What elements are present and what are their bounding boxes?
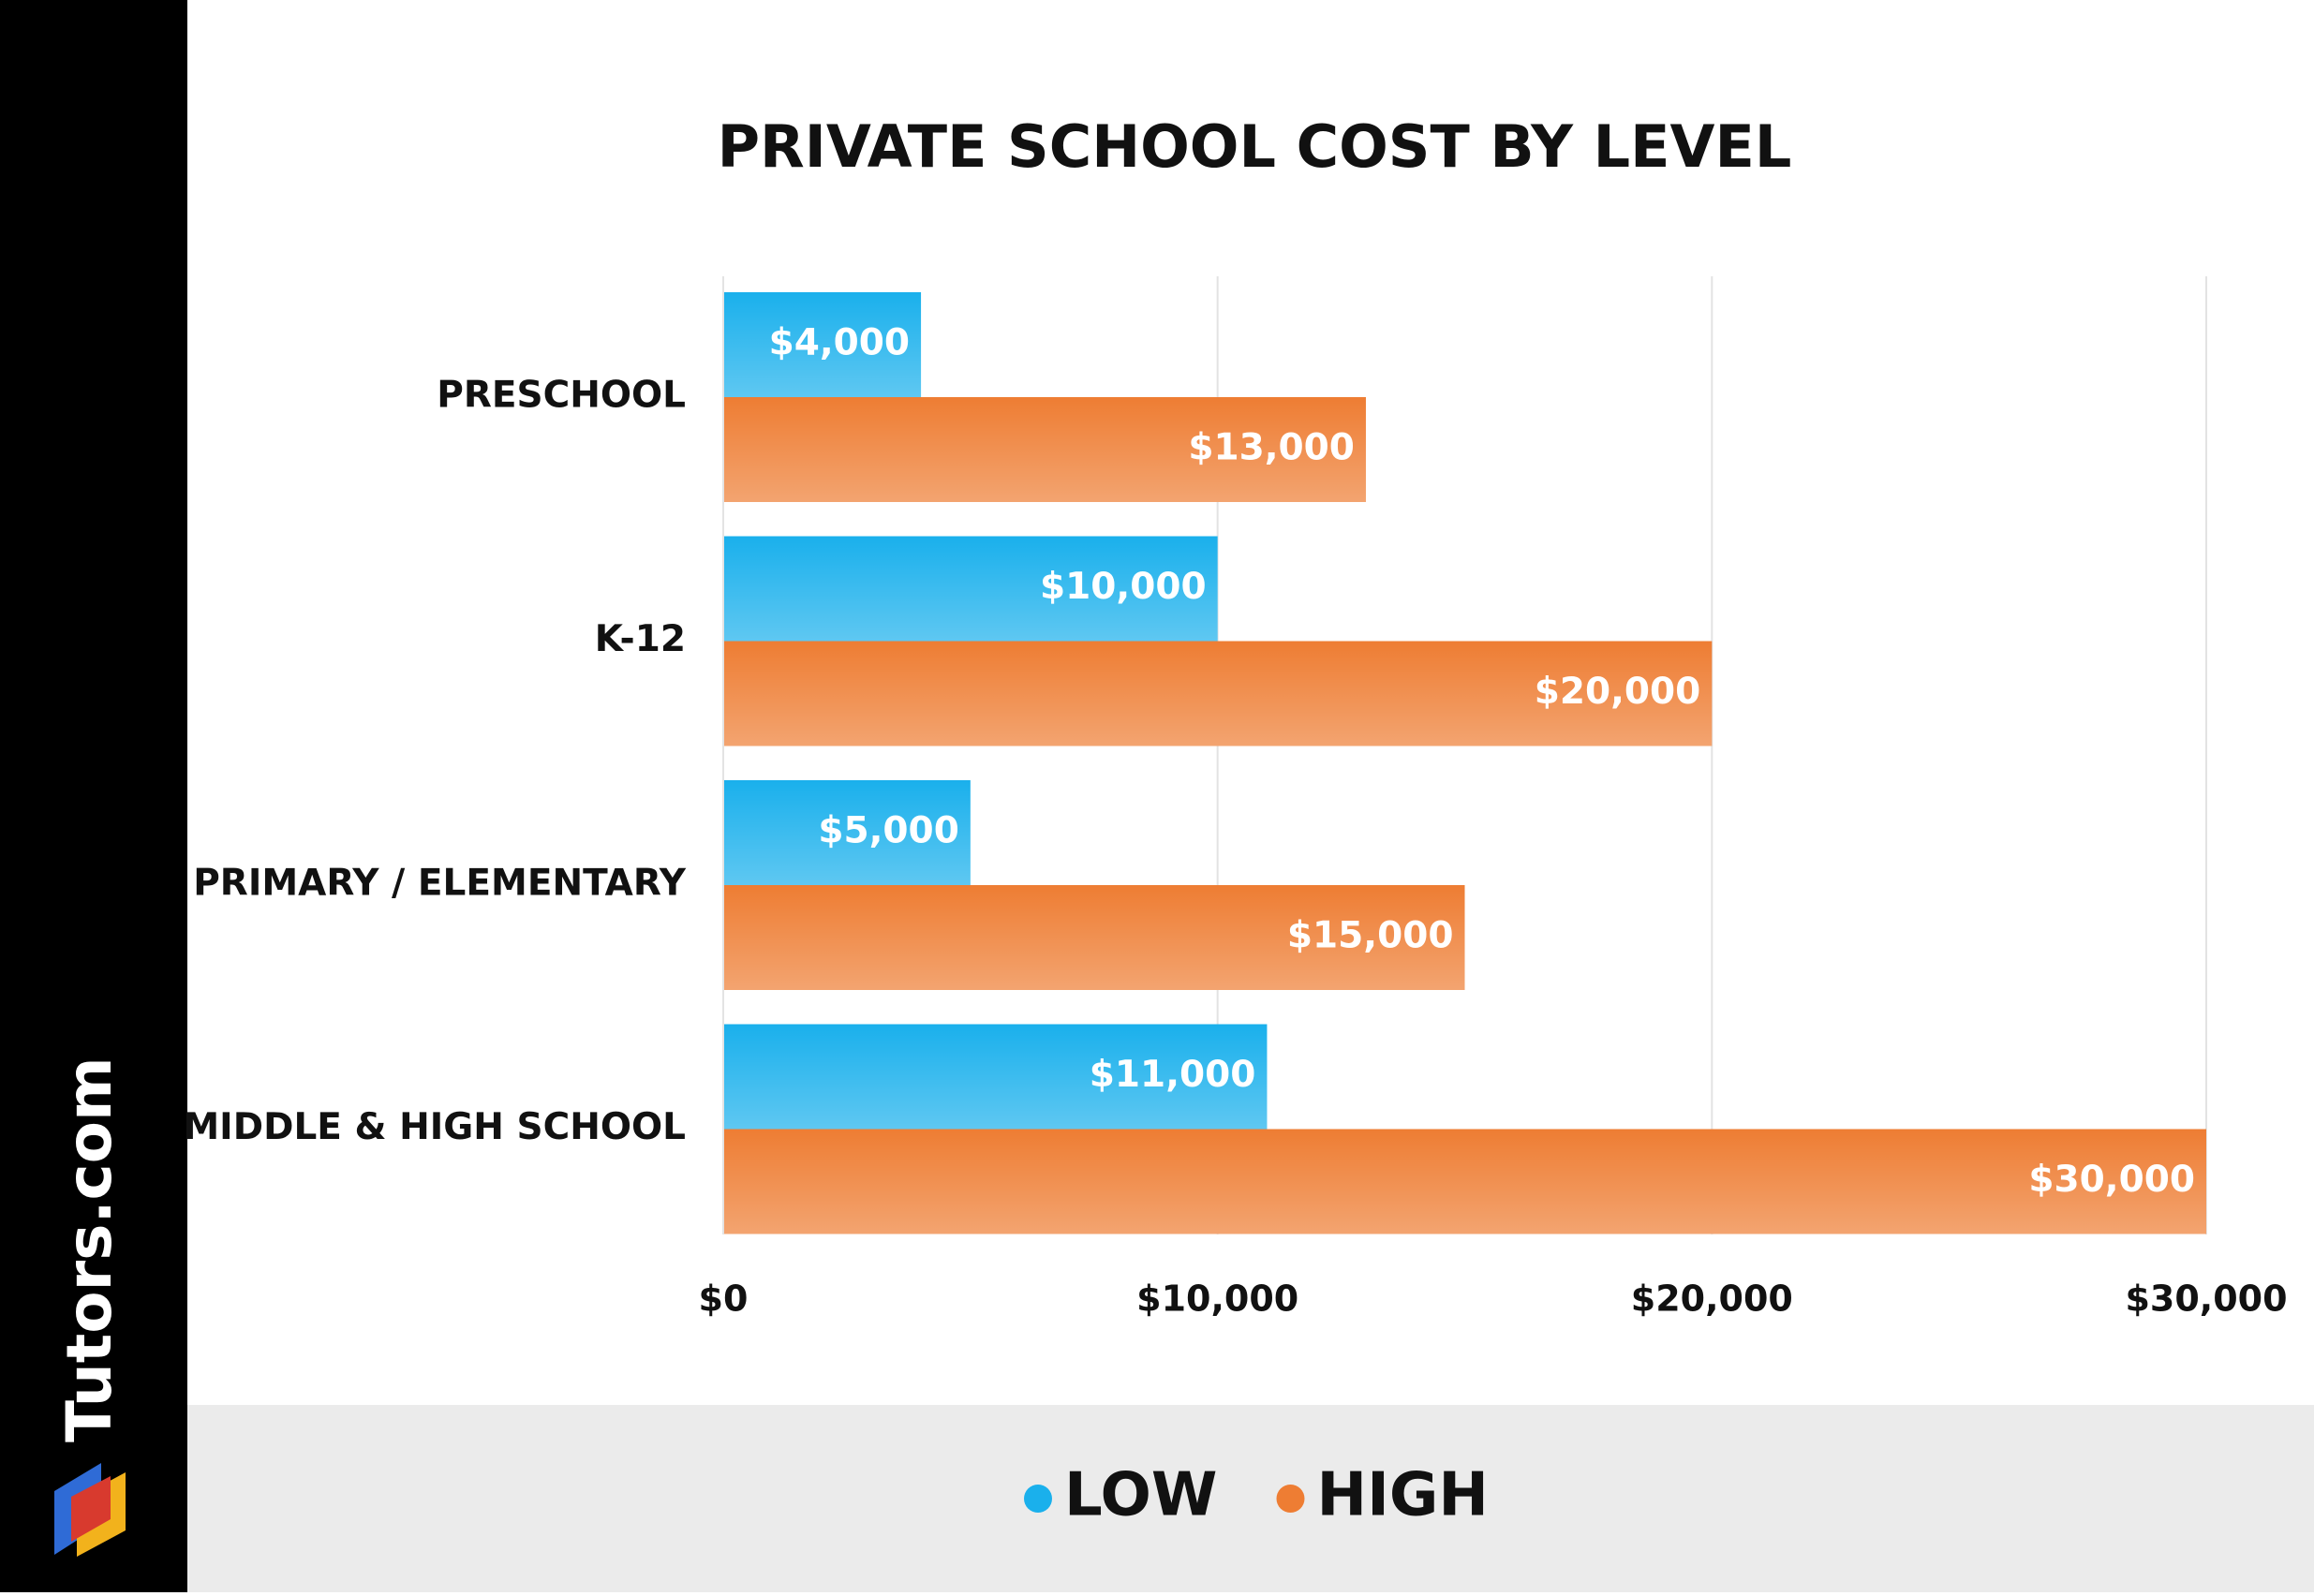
value-label: $10,000 (1040, 566, 1207, 608)
y-tick-label: PRESCHOOL (437, 375, 686, 417)
legend-marker (1276, 1485, 1305, 1513)
x-tick-label: $10,000 (1136, 1278, 1298, 1320)
value-label: $20,000 (1535, 671, 1701, 713)
bar (723, 1129, 2206, 1234)
value-label: $11,000 (1090, 1054, 1256, 1096)
x-tick-label: $30,000 (2125, 1278, 2287, 1320)
brand-logo (54, 1463, 126, 1557)
chart-title: PRIVATE SCHOOL COST BY LEVEL (718, 112, 1792, 181)
legend-label: HIGH (1317, 1461, 1489, 1530)
y-tick-label: PRIMARY / ELEMENTARY (193, 863, 687, 905)
sidebar (0, 0, 187, 1592)
x-tick-label: $0 (699, 1278, 749, 1320)
value-label: $4,000 (769, 322, 911, 364)
y-tick-label: MIDDLE & HIGH SCHOOL (183, 1106, 686, 1148)
legend-band (187, 1405, 2314, 1592)
brand-name: Tutors.com (53, 1057, 126, 1442)
legend-label: LOW (1064, 1461, 1218, 1530)
value-label: $13,000 (1188, 427, 1355, 469)
value-label: $30,000 (2028, 1159, 2195, 1201)
y-tick-label: K-12 (595, 618, 686, 660)
value-label: $5,000 (818, 810, 959, 852)
x-tick-label: $20,000 (1631, 1278, 1793, 1320)
legend-marker (1024, 1485, 1052, 1513)
value-label: $15,000 (1287, 915, 1454, 957)
